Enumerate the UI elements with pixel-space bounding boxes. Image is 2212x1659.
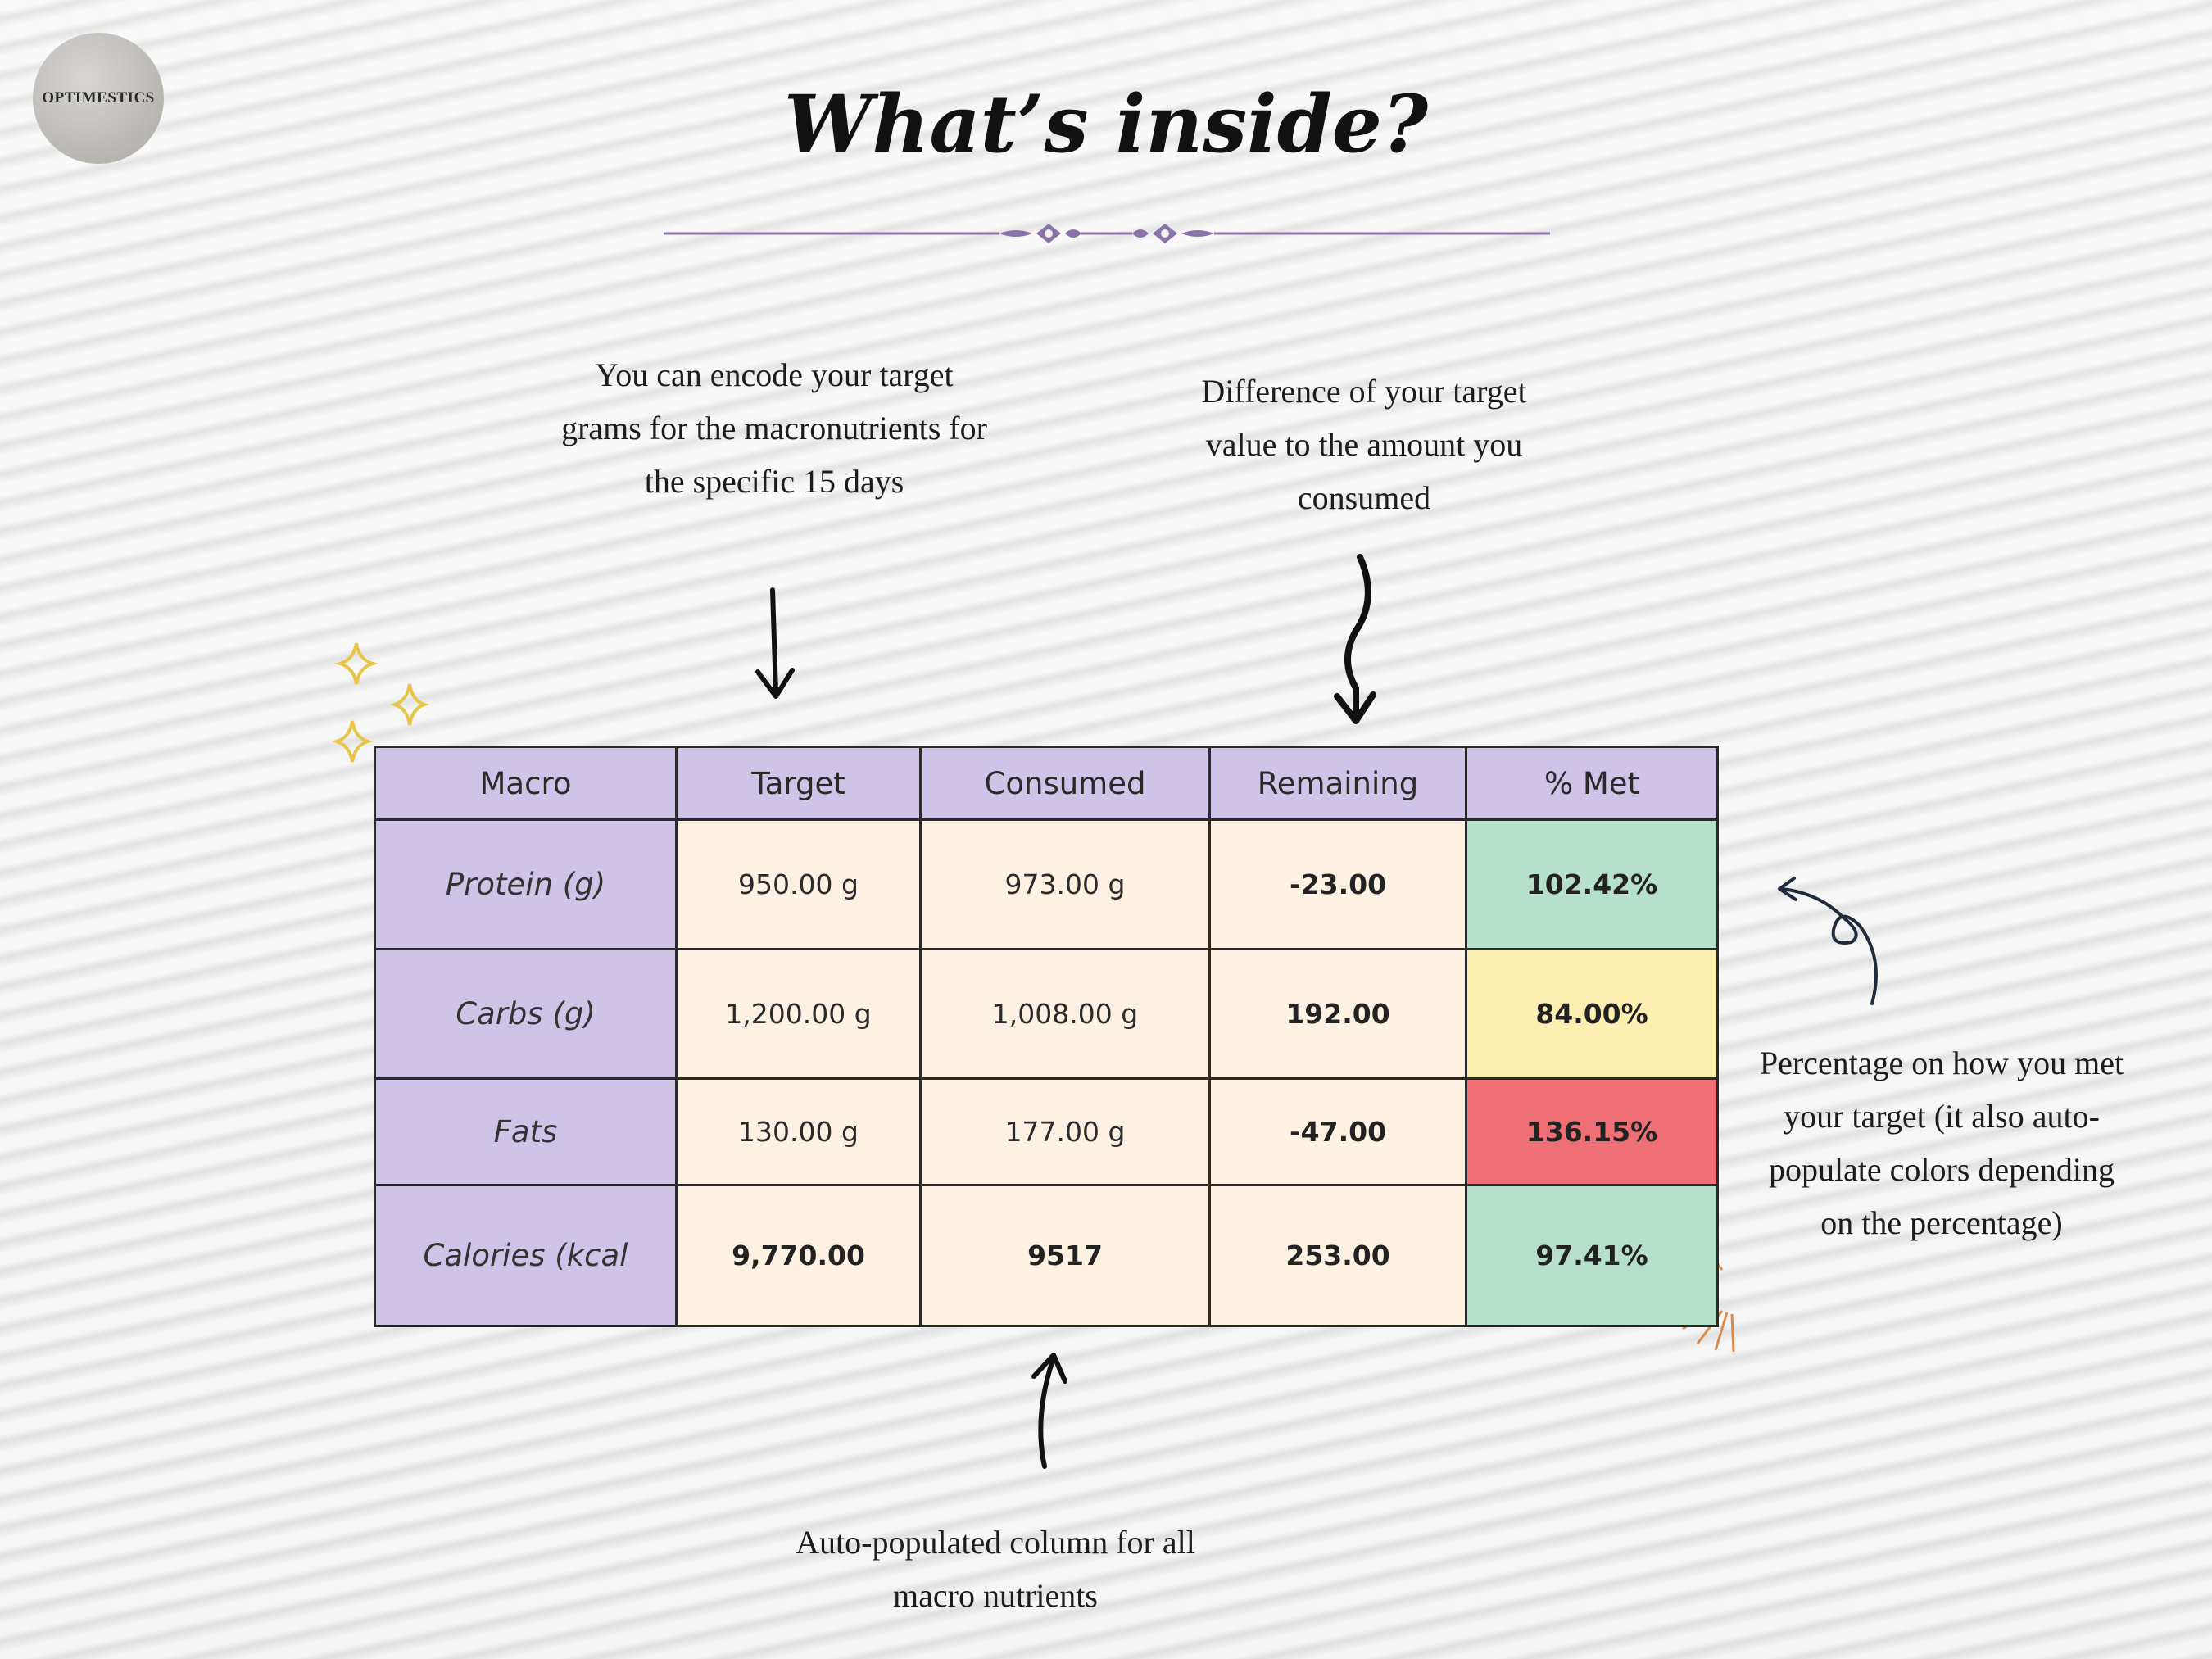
percent-annotation: Percentage on how you met your target (i…	[1759, 1045, 2124, 1241]
row-consumed-value: 9517	[919, 1184, 1211, 1327]
brand-logo: OPTIMESTICS	[33, 33, 164, 164]
row-percent-met: 97.41%	[1465, 1184, 1719, 1327]
remaining-annotation: Difference of your target value to the a…	[1201, 373, 1527, 516]
table-header-row: Macro Target Consumed Remaining % Met	[374, 746, 1719, 821]
table-row: Protein (g) 950.00 g 973.00 g -23.00 102…	[374, 818, 1719, 950]
row-remaining-value: -23.00	[1208, 818, 1467, 950]
arrow-down-to-remaining-icon	[1334, 554, 1376, 724]
row-macro-label: Protein (g)	[374, 818, 678, 950]
header-percent-met: % Met	[1465, 746, 1719, 821]
page-title: What’s inside?	[783, 78, 1429, 170]
row-consumed-value: 177.00 g	[919, 1077, 1211, 1186]
row-remaining-value: -47.00	[1208, 1077, 1467, 1186]
table-row: Fats 130.00 g 177.00 g -47.00 136.15%	[374, 1077, 1719, 1186]
arrow-curl-to-percent-icon	[1778, 877, 1878, 1005]
row-percent-met: 84.00%	[1465, 948, 1719, 1080]
target-annotation: You can encode your target grams for the…	[561, 356, 987, 500]
row-target-value: 950.00 g	[675, 818, 922, 950]
row-percent-met: 136.15%	[1465, 1077, 1719, 1186]
row-consumed-value: 1,008.00 g	[919, 948, 1211, 1080]
header-remaining: Remaining	[1208, 746, 1467, 821]
row-target-value: 1,200.00 g	[675, 948, 922, 1080]
row-remaining-value: 253.00	[1208, 1184, 1467, 1327]
row-target-value: 9,770.00	[675, 1184, 922, 1327]
ornamental-divider	[664, 224, 1550, 243]
row-macro-label: Carbs (g)	[374, 948, 678, 1080]
row-remaining-value: 192.00	[1208, 948, 1467, 1080]
arrow-up-to-consumed-icon	[1031, 1353, 1067, 1469]
table-row: Calories (kcal 9,770.00 9517 253.00 97.4…	[374, 1184, 1719, 1327]
sparkles-icon	[332, 642, 430, 763]
header-target: Target	[675, 746, 922, 821]
macro-summary-table: Macro Target Consumed Remaining % Met Pr…	[374, 746, 1719, 1327]
brand-logo-text: OPTIMESTICS	[42, 89, 155, 107]
arrow-down-to-target-icon	[755, 587, 795, 699]
table-row: Carbs (g) 1,200.00 g 1,008.00 g 192.00 8…	[374, 948, 1719, 1080]
row-consumed-value: 973.00 g	[919, 818, 1211, 950]
row-target-value: 130.00 g	[675, 1077, 922, 1186]
row-macro-label: Calories (kcal	[374, 1184, 678, 1327]
consumed-annotation: Auto-populated column for all macro nutr…	[796, 1524, 1195, 1614]
row-macro-label: Fats	[374, 1077, 678, 1186]
header-consumed: Consumed	[919, 746, 1211, 821]
row-percent-met: 102.42%	[1465, 818, 1719, 950]
header-macro: Macro	[374, 746, 678, 821]
